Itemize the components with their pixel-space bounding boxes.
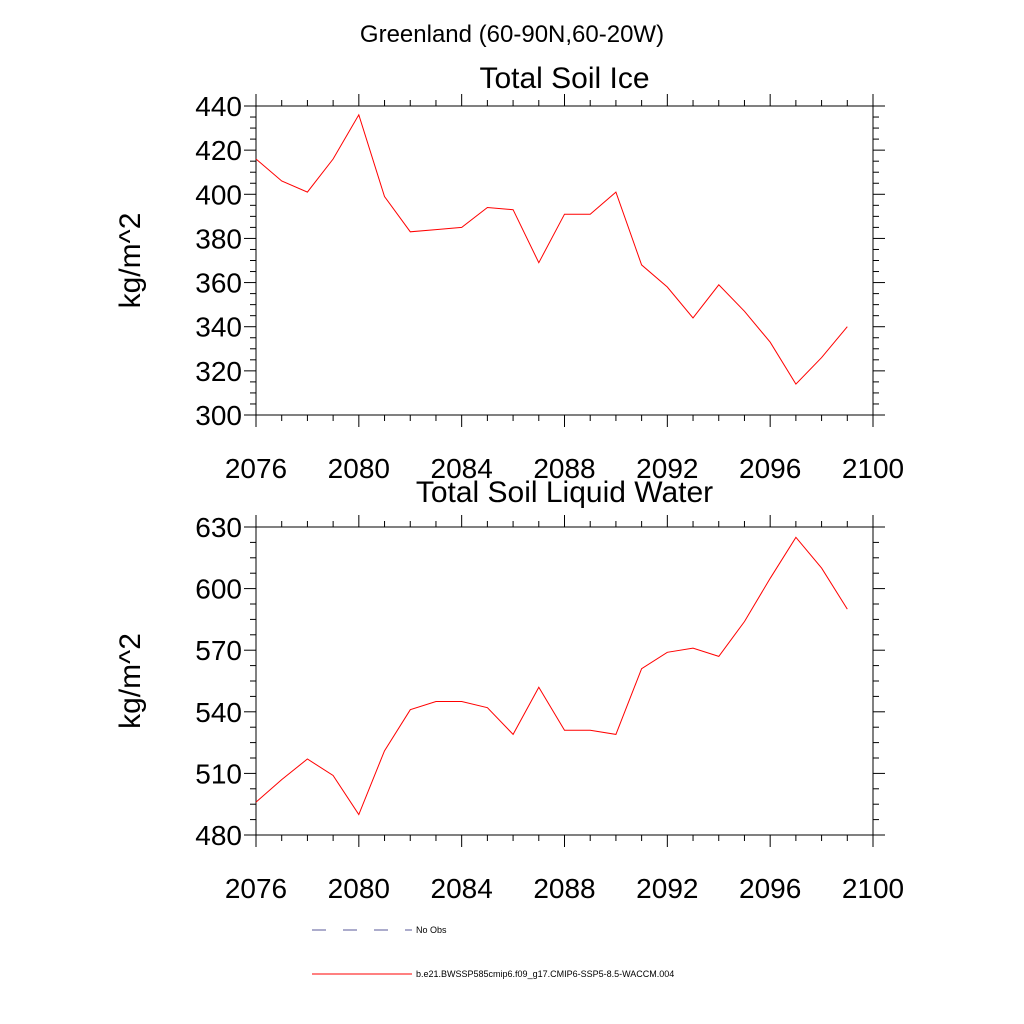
x-tick-label: 2100 — [842, 453, 904, 484]
y-axis-label: kg/m^2 — [114, 633, 147, 729]
legend: No Obs b.e21.BWSSP585cmip6.f09_g17.CMIP6… — [312, 925, 674, 979]
x-tick-label: 2092 — [636, 453, 698, 484]
series-line — [255, 113, 848, 385]
panel-total-soil-ice: Total Soil Ice 2076 2080 2084 2088 2092 2096 21… — [114, 62, 904, 484]
y-tick-label: 420 — [195, 135, 242, 166]
series-line — [255, 536, 848, 816]
x-tick-label: 2096 — [739, 873, 801, 904]
figure-title: Greenland (60-90N,60-20W) — [360, 21, 664, 48]
legend-label-no-obs: No Obs — [416, 925, 447, 935]
x-tick-label: 2084 — [431, 453, 493, 484]
x-tick-label: 2084 — [431, 873, 493, 904]
panel-total-soil-liquid-water: Total Soil Liquid Water 2076 2080 2084 2088 2… — [114, 476, 904, 904]
x-tick-label: 2080 — [328, 453, 390, 484]
y-tick-label: 510 — [195, 758, 242, 789]
y-tick-label: 380 — [195, 223, 242, 254]
y-tick-label: 300 — [195, 400, 242, 431]
x-tick-label: 2096 — [739, 453, 801, 484]
x-tick-label: 2076 — [225, 873, 287, 904]
panel-title: Total Soil Ice — [479, 62, 649, 95]
y-tick-label: 320 — [195, 356, 242, 387]
x-tick-label: 2076 — [225, 453, 287, 484]
x-tick-label: 2088 — [533, 873, 595, 904]
legend-label-model: b.e21.BWSSP585cmip6.f09_g17.CMIP6-SSP5-8… — [416, 969, 674, 979]
panel-title: Total Soil Liquid Water — [416, 476, 713, 509]
y-tick-label: 340 — [195, 312, 242, 343]
x-tick-label: 2092 — [636, 873, 698, 904]
y-tick-label: 440 — [195, 91, 242, 122]
y-axis-label: kg/m^2 — [114, 213, 147, 309]
y-tick-label: 400 — [195, 179, 242, 210]
plot-frame — [255, 526, 874, 836]
y-tick-label: 360 — [195, 268, 242, 299]
x-tick-label: 2088 — [533, 453, 595, 484]
y-tick-label: 570 — [195, 635, 242, 666]
y-tick-label: 630 — [195, 512, 242, 543]
y-tick-label: 540 — [195, 697, 242, 728]
plot-frame — [255, 105, 874, 416]
x-tick-label: 2100 — [842, 873, 904, 904]
y-tick-label: 600 — [195, 574, 242, 605]
y-tick-label: 480 — [195, 820, 242, 851]
x-tick-label: 2080 — [328, 873, 390, 904]
